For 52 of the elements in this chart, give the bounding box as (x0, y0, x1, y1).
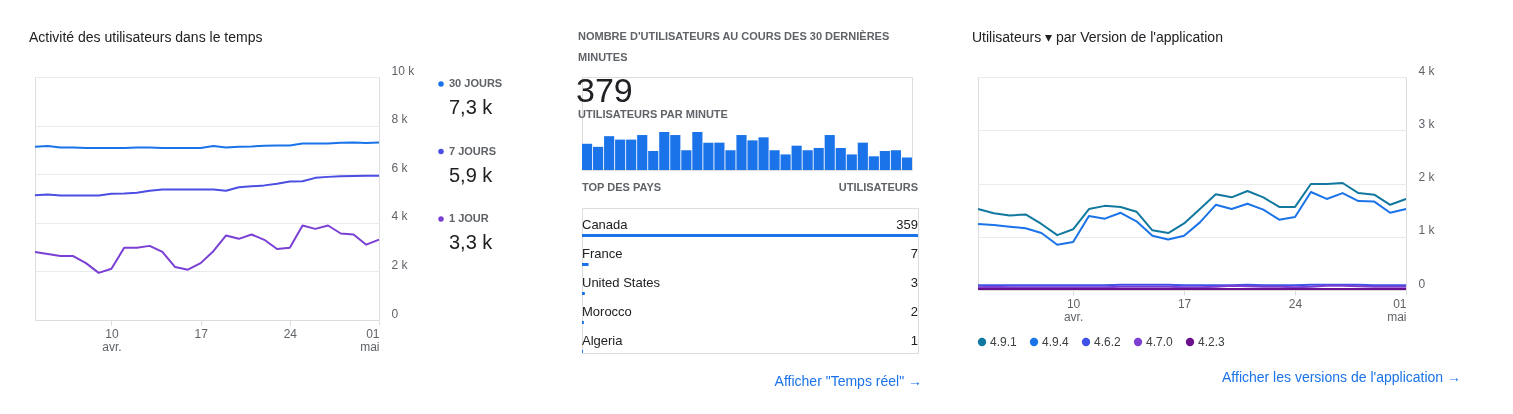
x-tick-label: 01 mai (1387, 296, 1407, 324)
y-tick-label: 1 k (1418, 223, 1436, 238)
text: Afficher "Temps réel" → (774, 373, 922, 389)
y-tick-label: 6 k (391, 160, 409, 175)
y-tick-label: 2 k (1418, 170, 1436, 184)
y-tick-label: 4 k (391, 209, 409, 224)
text: 30 JOURS (449, 77, 503, 89)
chart-title: Utilisateurs ▾ par Version de l'application (972, 29, 1223, 45)
legend-label: 4.7.0 (1146, 335, 1174, 349)
y-tick-label: Canada (582, 216, 629, 232)
y-axis-title: TOP DES PAYS (582, 181, 662, 193)
text: 7,3 k (449, 96, 494, 118)
y-tick-label: 0 (391, 306, 399, 321)
data-label: 2 (910, 303, 918, 319)
text: 379 (576, 71, 633, 109)
chart-subtitle: UTILISATEURS PAR MINUTE (578, 108, 728, 120)
chart-title: NOMBRE D'UTILISATEURS AU COURS DES 30 DERNIÈRES MINUTES (578, 30, 890, 63)
y-tick-label: 10 k (391, 63, 416, 78)
data-label: 359 (896, 216, 918, 232)
text: 3,3 k (449, 231, 494, 253)
y-tick-label: 4 k (1418, 63, 1436, 78)
y-tick-label: Morocco (582, 303, 632, 319)
legend-label: 4.6.2 (1094, 335, 1122, 349)
x-tick-label: 10 avr. (1063, 296, 1084, 324)
x-tick-label: 01 mai (360, 326, 380, 354)
chart-title: Activité des utilisateurs dans le temps (29, 29, 263, 45)
text: 7 JOURS (449, 144, 497, 157)
legend-label: 4.9.4 (1042, 335, 1070, 349)
y-tick-label: United States (582, 274, 661, 290)
data-label: 7 (910, 245, 918, 261)
bar (582, 292, 585, 295)
x-tick-label: 17 (194, 326, 209, 341)
y-tick-label: 3 k (1418, 116, 1436, 131)
y-tick-label: France (582, 245, 623, 261)
y-tick-label: 2 k (391, 257, 409, 272)
y-tick-label: 8 k (391, 112, 409, 127)
data-label: 1 (910, 332, 918, 348)
text: 5,9 k (449, 163, 494, 186)
x-tick-label: 24 (1288, 296, 1303, 311)
y-tick-label: 0 (1418, 276, 1426, 291)
x-tick-label: 24 (283, 326, 298, 341)
bar (582, 263, 589, 266)
text: Afficher les versions de l'application → (1222, 369, 1461, 385)
y-tick-label: Algeria (582, 332, 624, 348)
x-axis-title: UTILISATEURS (838, 181, 918, 193)
legend-label: 4.9.1 (990, 335, 1018, 349)
bar (582, 234, 918, 237)
x-tick-label: 17 (1177, 296, 1192, 311)
text: 1 JOUR (449, 212, 489, 224)
data-label: 3 (910, 274, 918, 290)
legend-label: 4.2.3 (1198, 335, 1226, 349)
x-tick-label: 10 avr. (102, 326, 122, 354)
